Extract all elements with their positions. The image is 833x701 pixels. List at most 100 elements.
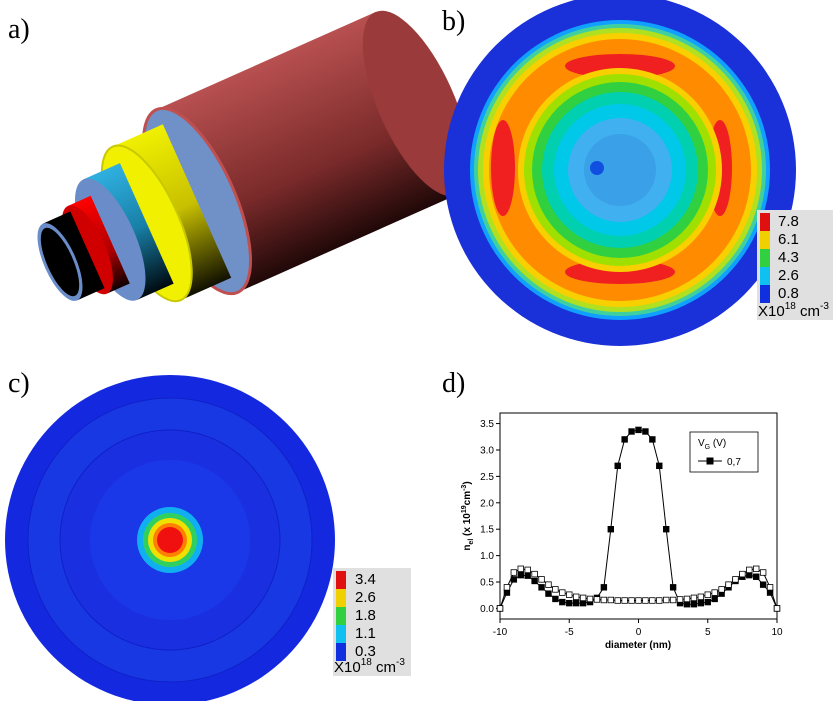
data-point [684, 601, 690, 607]
data-point [560, 590, 566, 596]
data-point [560, 599, 566, 605]
data-point [518, 566, 524, 572]
data-point [656, 463, 662, 469]
data-point [719, 587, 725, 593]
data-point [698, 594, 704, 600]
data-point [622, 437, 628, 443]
colorbar-label: 0.8 [778, 285, 799, 302]
x-tick-label: -5 [565, 627, 574, 638]
unit-part: -3 [396, 657, 405, 668]
panel-label: a) [8, 14, 30, 45]
y-tick-label: 2.0 [480, 498, 494, 509]
label-part: (x 10 [462, 513, 473, 539]
data-point [539, 577, 545, 583]
label-part: cm [462, 491, 473, 506]
data-point [712, 590, 718, 596]
y-axis-label: nel (x 1019cm-3) [461, 481, 475, 550]
unit-part: X10 [758, 303, 785, 320]
legend: VG (V) 0,7 [690, 432, 758, 472]
data-point [670, 585, 676, 591]
data-point [643, 429, 649, 435]
x-tick-label: 5 [705, 627, 711, 638]
data-point [629, 429, 635, 435]
data-point [726, 582, 732, 588]
data-point [553, 587, 559, 593]
data-point [504, 585, 510, 591]
data-point [525, 573, 531, 579]
legend-label: 0,7 [727, 457, 741, 468]
y-tick-label: 0.5 [480, 578, 494, 589]
data-point [594, 597, 600, 603]
data-point [643, 598, 649, 604]
label-part: ) [462, 481, 473, 484]
data-point [615, 463, 621, 469]
colorbar-label: 2.6 [355, 589, 376, 606]
data-point [705, 599, 711, 605]
y-tick-label: 0.0 [480, 604, 494, 615]
data-point [753, 574, 759, 580]
data-point [532, 578, 538, 584]
contour-map [5, 375, 335, 701]
data-point [760, 582, 766, 588]
data-point [698, 600, 704, 606]
data-point [587, 596, 593, 602]
data-point [518, 572, 524, 578]
figure: a) b) [0, 0, 833, 701]
data-point [546, 591, 552, 597]
data-point [712, 596, 718, 602]
colorbar-label: 3.4 [355, 571, 376, 588]
data-point [663, 597, 669, 603]
data-point [677, 597, 683, 603]
x-tick-label: 0 [636, 627, 642, 638]
data-point [636, 598, 642, 604]
data-point [546, 582, 552, 588]
panel-label: d) [442, 368, 465, 399]
y-tick-label: 2.5 [480, 472, 494, 483]
data-point [573, 594, 579, 600]
x-axis-label: diameter (nm) [605, 640, 671, 651]
data-point [684, 596, 690, 602]
panel-label: c) [8, 368, 30, 399]
panel-label: b) [442, 6, 465, 37]
data-point [532, 571, 538, 577]
data-point [539, 585, 545, 591]
unit-part: cm [796, 303, 820, 320]
y-tick-label: 3.5 [480, 419, 494, 430]
data-point [733, 577, 739, 583]
label-part: 19 [461, 505, 468, 513]
data-point [608, 597, 614, 603]
colorbar-label: 6.1 [778, 231, 799, 248]
data-point [691, 601, 697, 607]
y-tick-label: 3.0 [480, 445, 494, 456]
data-point [753, 566, 759, 572]
data-point [622, 598, 628, 604]
colorbar-label: 1.1 [355, 625, 376, 642]
legend-title-part: (V) [710, 438, 726, 449]
data-point [525, 567, 531, 573]
colorbar: 7.8 6.1 4.3 2.6 0.8 X1018 cm-3 [757, 210, 833, 320]
unit-part: cm [372, 659, 396, 676]
data-point [601, 585, 607, 591]
x-tick-label: 10 [771, 627, 783, 638]
data-point [747, 572, 753, 578]
data-point [705, 592, 711, 598]
data-point [629, 598, 635, 604]
data-point [650, 437, 656, 443]
colorbar: 3.4 2.6 1.8 1.1 0.3 X1018 cm-3 [333, 568, 411, 676]
data-point [573, 600, 579, 606]
data-point [774, 606, 780, 612]
data-point [656, 598, 662, 604]
colorbar-label: 4.3 [778, 249, 799, 266]
x-tick-label: -10 [493, 627, 508, 638]
y-tick-label: 1.5 [480, 525, 494, 536]
data-point [615, 598, 621, 604]
data-point [580, 595, 586, 601]
unit-part: X10 [334, 659, 361, 676]
unit-part: 18 [785, 301, 797, 312]
legend-marker [707, 458, 713, 464]
data-point [511, 570, 517, 576]
data-point [497, 606, 503, 612]
data-point [747, 567, 753, 573]
colorbar-label: 1.8 [355, 607, 376, 624]
data-point [691, 595, 697, 601]
